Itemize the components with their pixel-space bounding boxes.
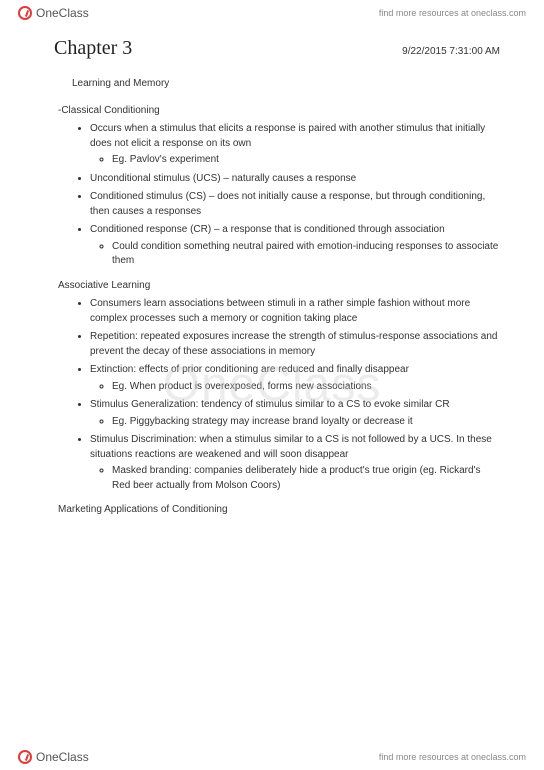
bullet-text: Stimulus Generalization: tendency of sti… xyxy=(90,399,450,410)
list-item: Conditioned stimulus (CS) – does not ini… xyxy=(90,190,500,219)
section-classical-label: -Classical Conditioning xyxy=(58,104,500,119)
section-assoc-label: Associative Learning xyxy=(58,279,500,294)
timestamp: 9/22/2015 7:31:00 AM xyxy=(402,45,500,60)
chapter-title: Chapter 3 xyxy=(54,34,132,63)
title-row: Chapter 3 9/22/2015 7:31:00 AM xyxy=(54,34,500,63)
brand-logo-icon xyxy=(18,6,32,20)
topic-heading: Learning and Memory xyxy=(72,77,500,92)
list-item: Eg. Piggybacking strategy may increase b… xyxy=(112,415,500,430)
list-item: Extinction: effects of prior conditionin… xyxy=(90,363,500,394)
list-item: Conditioned response (CR) – a response t… xyxy=(90,223,500,269)
brand-logo-icon xyxy=(18,750,32,764)
brand-name: OneClass xyxy=(36,750,89,764)
list-item: Eg. When product is overexposed, forms n… xyxy=(112,380,500,395)
sub-list: Eg. Piggybacking strategy may increase b… xyxy=(90,415,500,430)
list-item: Eg. Pavlov's experiment xyxy=(112,153,500,168)
sub-list: Masked branding: companies deliberately … xyxy=(90,464,500,493)
list-item: Stimulus Generalization: tendency of sti… xyxy=(90,398,500,429)
list-item: Masked branding: companies deliberately … xyxy=(112,464,500,493)
bullet-text: Occurs when a stimulus that elicits a re… xyxy=(90,123,485,149)
sub-list: Eg. When product is overexposed, forms n… xyxy=(90,380,500,395)
page-footer: OneClass find more resources at oneclass… xyxy=(0,744,544,770)
brand: OneClass xyxy=(18,6,89,20)
classical-list: Occurs when a stimulus that elicits a re… xyxy=(54,122,500,269)
assoc-list: Consumers learn associations between sti… xyxy=(54,297,500,493)
list-item: Could condition something neutral paired… xyxy=(112,240,500,269)
page-header: OneClass find more resources at oneclass… xyxy=(0,0,544,26)
bullet-text: Conditioned response (CR) – a response t… xyxy=(90,224,445,235)
list-item: Stimulus Discrimination: when a stimulus… xyxy=(90,433,500,493)
sub-list: Could condition something neutral paired… xyxy=(90,240,500,269)
section-marketing-label: Marketing Applications of Conditioning xyxy=(58,503,500,518)
list-item: Consumers learn associations between sti… xyxy=(90,297,500,326)
bullet-text: Stimulus Discrimination: when a stimulus… xyxy=(90,434,492,460)
document-body: Chapter 3 9/22/2015 7:31:00 AM Learning … xyxy=(0,0,544,556)
brand-name: OneClass xyxy=(36,6,89,20)
list-item: Occurs when a stimulus that elicits a re… xyxy=(90,122,500,168)
brand: OneClass xyxy=(18,750,89,764)
list-item: Repetition: repeated exposures increase … xyxy=(90,330,500,359)
sub-list: Eg. Pavlov's experiment xyxy=(90,153,500,168)
header-resource-link[interactable]: find more resources at oneclass.com xyxy=(379,8,526,18)
footer-resource-link[interactable]: find more resources at oneclass.com xyxy=(379,752,526,762)
list-item: Unconditional stimulus (UCS) – naturally… xyxy=(90,172,500,187)
bullet-text: Extinction: effects of prior conditionin… xyxy=(90,364,409,375)
